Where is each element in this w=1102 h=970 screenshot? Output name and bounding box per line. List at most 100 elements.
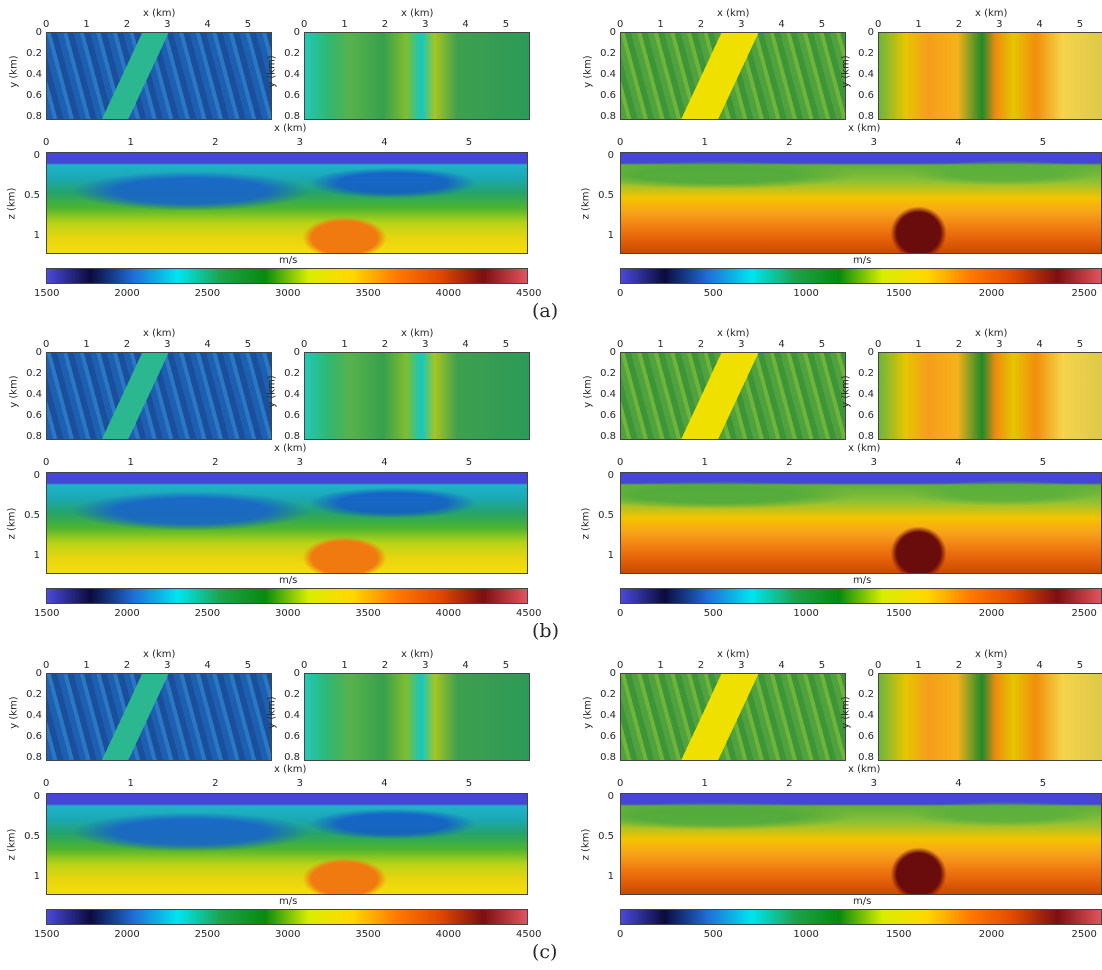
b-right-top1-xtick-4: 4 <box>778 339 785 350</box>
b-right-colorbar-tick-2000: 2000 <box>978 608 1005 619</box>
b-left-top2-xtick-0: 0 <box>301 339 308 350</box>
b-right-top1-ytick-0.6: 0.6 <box>600 409 616 421</box>
b-right-main-xtick-2: 2 <box>786 457 793 468</box>
a-left-colorbar-tick-4000: 4000 <box>435 288 462 299</box>
c-left-top2-ytick-0.6: 0.6 <box>284 730 300 742</box>
b-right-colorbar-tick-1500: 1500 <box>886 608 912 619</box>
c-left-top1-xlabel: x (km) <box>143 649 176 660</box>
b-right-top1-xtick-3: 3 <box>738 339 745 350</box>
c-left-top1-xtick-1: 1 <box>83 660 90 671</box>
a-right-main-xlabel: x (km) <box>848 123 881 134</box>
c-left-colorbar-tick-3500: 3500 <box>355 929 381 940</box>
c-left-top1-xtick-0: 0 <box>43 660 50 671</box>
c-left-main-plot <box>46 793 528 895</box>
c-left-top1-xtick-3: 3 <box>164 660 171 671</box>
a-left-top2-xtick-4: 4 <box>462 19 469 30</box>
a-left-top1-xtick-1: 1 <box>83 19 90 30</box>
c-left-top2-ytick-0.4: 0.4 <box>284 709 300 721</box>
c-left-main-xtick-1: 1 <box>127 778 134 789</box>
c-left-main-xtick-0: 0 <box>43 778 50 789</box>
c-left-top1-ytick-0.4: 0.4 <box>26 709 42 721</box>
c-right-colorbar-tick-1000: 1000 <box>793 929 819 940</box>
a-left-top1-xlabel: x (km) <box>143 8 176 19</box>
a-right-top2-xtick-0: 0 <box>875 19 882 30</box>
c-left-main-xtick-5: 5 <box>465 778 473 789</box>
b-left-top1-ylabel: y (km) <box>8 375 20 408</box>
b-right-top1-xtick-1: 1 <box>657 339 664 350</box>
b-left-top2-ytick-0.6: 0.6 <box>284 409 300 421</box>
a-right-top2-xtick-4: 4 <box>1036 19 1043 30</box>
a-right-top1-ytick-0.8: 0.8 <box>600 110 616 122</box>
a-right-main-xtick-3: 3 <box>870 137 878 148</box>
a-left-top1-plot <box>46 32 272 120</box>
b-right-top2-ytick-0.2: 0.2 <box>858 367 874 379</box>
a-left-main-ytick-0.5: 0.5 <box>24 190 40 201</box>
b-right-top2-ytick-0.6: 0.6 <box>858 409 874 421</box>
a-right-top2-ytick-0.2: 0.2 <box>858 47 874 59</box>
b-right-top2-xtick-2: 2 <box>955 339 963 350</box>
a-right-top1-ytick-0.2: 0.2 <box>600 47 616 59</box>
c-left-main-xlabel: x (km) <box>274 764 307 775</box>
a-right-top1-ytick-0.4: 0.4 <box>600 68 616 80</box>
b-right-top2-xlabel: x (km) <box>975 328 1008 339</box>
a-right-top1-xlabel: x (km) <box>717 8 750 19</box>
b-right-top2-xtick-4: 4 <box>1036 339 1043 350</box>
c-right-top2-xtick-1: 1 <box>915 660 922 671</box>
b-left-top2-ylabel: y (km) <box>266 375 278 408</box>
c-right-main-xtick-2: 2 <box>786 778 793 789</box>
a-right-colorbar-tick-1000: 1000 <box>793 288 819 299</box>
c-left-main-ytick-0.5: 0.5 <box>24 831 40 842</box>
a-right-main-plot <box>620 152 1102 254</box>
b-right-top1-ylabel: y (km) <box>582 375 594 408</box>
b-left-colorbar <box>46 588 528 604</box>
b-right-top1-ytick-0.2: 0.2 <box>600 367 616 379</box>
b-right-colorbar-tick-500: 500 <box>703 608 723 619</box>
b-left-top1-xlabel: x (km) <box>143 328 176 339</box>
a-left-main-plot <box>46 152 528 254</box>
figure-caption-c: (c) <box>532 941 558 963</box>
c-left-top1-ytick-0.8: 0.8 <box>26 751 42 763</box>
c-left-top2-ytick-0: 0 <box>293 668 300 679</box>
b-left-top2-xtick-5: 5 <box>502 339 510 350</box>
b-left-colorbar-tick-2000: 2000 <box>114 608 140 619</box>
c-right-top1-ytick-0.2: 0.2 <box>600 688 616 700</box>
a-left-colorbar-tick-3000: 3000 <box>275 288 301 299</box>
a-left-top1-ytick-0.8: 0.8 <box>26 110 42 122</box>
b-right-top2-ytick-0: 0 <box>867 347 874 358</box>
b-right-top1-plot <box>620 352 846 440</box>
a-right-main-xtick-0: 0 <box>617 137 624 148</box>
c-right-main-xlabel: x (km) <box>848 764 881 775</box>
c-right-top2-xtick-5: 5 <box>1076 660 1084 671</box>
c-left-top1-ytick-0: 0 <box>35 668 42 679</box>
c-left-main-xtick-4: 4 <box>381 778 388 789</box>
b-left-top1-xtick-4: 4 <box>204 339 211 350</box>
c-right-top2-ytick-0: 0 <box>867 668 874 679</box>
c-left-top2-xlabel: x (km) <box>401 649 434 660</box>
b-right-top2-xtick-1: 1 <box>915 339 922 350</box>
c-left-top2-ytick-0.8: 0.8 <box>284 751 300 763</box>
a-left-main-xlabel: x (km) <box>274 123 307 134</box>
a-left-top2-xtick-2: 2 <box>381 19 389 30</box>
c-right-top1-xtick-3: 3 <box>738 660 745 671</box>
c-right-top1-xtick-2: 2 <box>697 660 705 671</box>
c-right-top1-ytick-0.4: 0.4 <box>600 709 616 721</box>
c-right-top2-xtick-4: 4 <box>1036 660 1043 671</box>
a-left-top1-xtick-3: 3 <box>164 19 171 30</box>
a-left-top2-xtick-0: 0 <box>301 19 308 30</box>
b-right-main-ytick-0: 0 <box>607 470 614 481</box>
b-left-top1-xtick-2: 2 <box>123 339 131 350</box>
c-left-top2-ylabel: y (km) <box>266 696 278 729</box>
b-left-main-ytick-0.5: 0.5 <box>24 510 40 521</box>
b-right-top2-ytick-0.4: 0.4 <box>858 388 874 400</box>
c-left-top1-ytick-0.2: 0.2 <box>26 688 42 700</box>
a-left-main-xtick-5: 5 <box>465 137 473 148</box>
b-right-top2-ytick-0.8: 0.8 <box>858 430 874 442</box>
b-left-top1-ytick-0.2: 0.2 <box>26 367 42 379</box>
b-left-main-xtick-2: 2 <box>212 457 219 468</box>
a-right-colorbar-tick-0: 0 <box>617 288 624 299</box>
a-left-colorbar <box>46 268 528 284</box>
a-left-top1-xtick-5: 5 <box>244 19 252 30</box>
c-right-colorbar-tick-2500: 2500 <box>1071 929 1097 940</box>
c-right-main-xtick-4: 4 <box>955 778 962 789</box>
b-left-colorbar-tick-1500: 1500 <box>34 608 60 619</box>
